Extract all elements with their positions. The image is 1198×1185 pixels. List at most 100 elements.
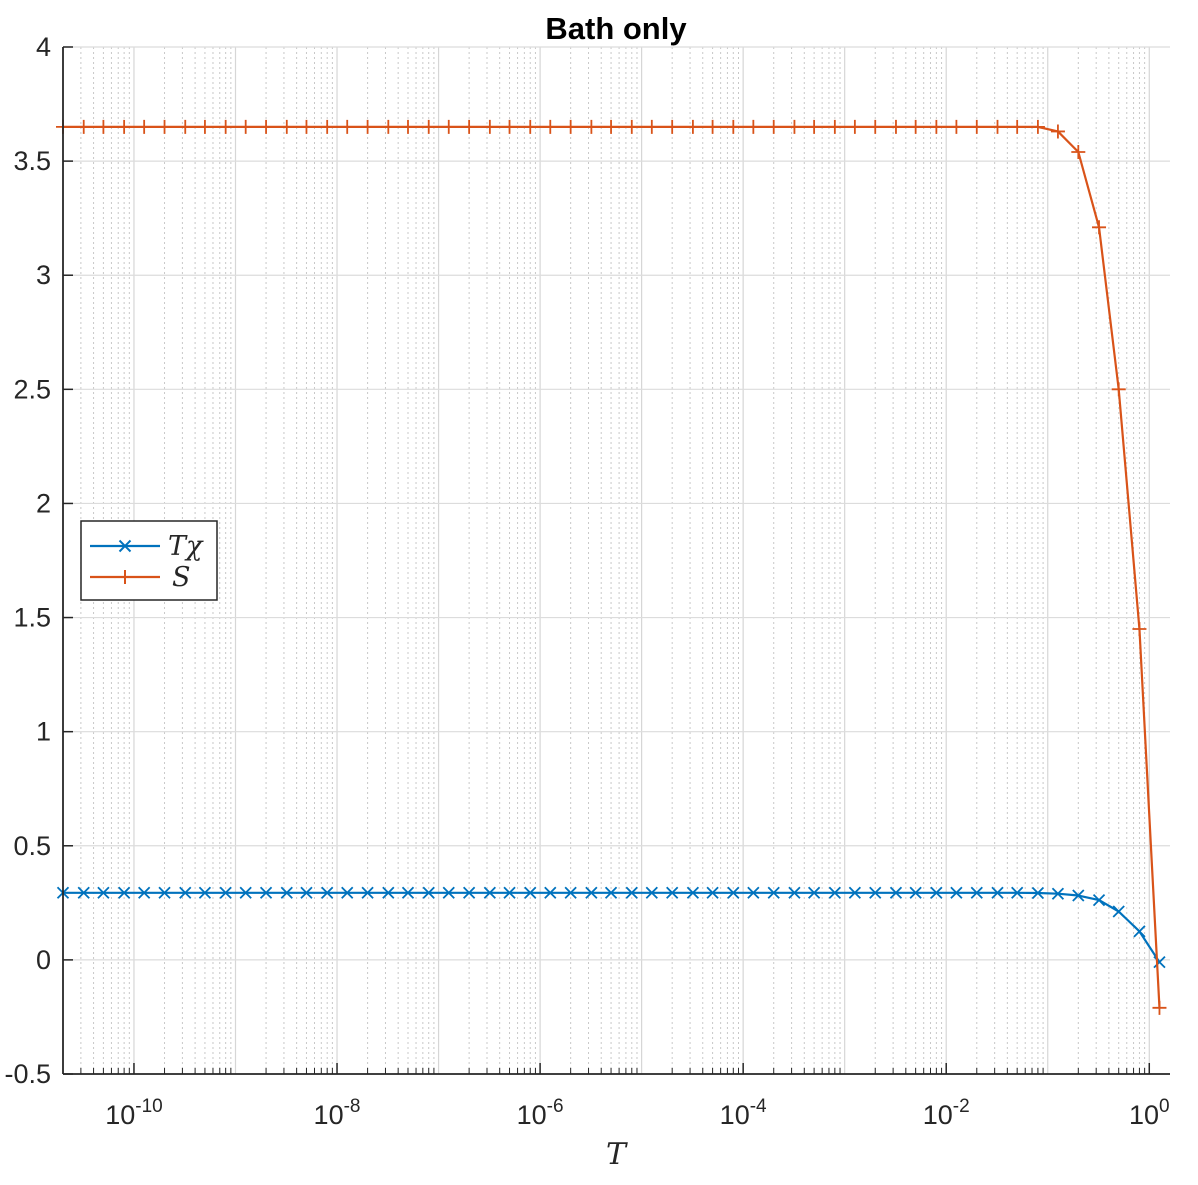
y-tick-label: 3	[36, 260, 51, 290]
data-point-tchi	[991, 886, 1004, 899]
y-tick-label: -0.5	[4, 1059, 51, 1089]
minor-grid	[62, 47, 1146, 1074]
data-point-s	[847, 119, 862, 134]
data-point-s	[400, 119, 415, 134]
legend-label-s: S	[172, 562, 191, 593]
y-tick-label: 2	[36, 488, 51, 518]
data-point-s	[1030, 119, 1045, 134]
data-point-tchi	[361, 886, 374, 899]
chart-title: Bath only	[545, 11, 687, 46]
data-point-tchi	[727, 886, 740, 899]
legend-label-tchi: Tχ	[168, 531, 204, 562]
data-point-tchi	[503, 886, 516, 899]
data-point-s	[482, 119, 497, 134]
data-point-s	[949, 119, 964, 134]
data-point-tchi	[259, 886, 273, 899]
data-point-s	[624, 119, 639, 134]
data-point-tchi	[848, 886, 862, 899]
data-point-s	[320, 119, 335, 134]
data-point-tchi	[321, 886, 334, 899]
data-point-tchi	[524, 886, 537, 899]
data-point-tchi	[544, 886, 557, 899]
data-point-s	[1132, 621, 1147, 636]
data-point-tchi	[401, 886, 415, 899]
data-point-tchi	[442, 886, 455, 899]
data-point-s	[1111, 382, 1126, 397]
axes: -0.5 0 0.5 1 1.5 2 2.5 3 3.5 4 10-10 10-8 10-6 10-4 10…	[4, 32, 1170, 1130]
data-point-tchi	[382, 886, 395, 899]
y-tick-label: 0.5	[13, 831, 51, 861]
data-point-tchi	[909, 886, 922, 899]
data-point-tchi	[828, 886, 841, 899]
data-point-s	[685, 119, 700, 134]
data-point-tchi	[1031, 886, 1045, 900]
data-point-s	[1071, 144, 1086, 159]
data-point-s	[604, 119, 619, 134]
data-point-s	[787, 119, 802, 134]
data-point-tchi	[604, 886, 618, 899]
data-point-s	[929, 119, 944, 134]
data-point-s	[807, 119, 822, 134]
data-point-tchi	[970, 886, 983, 899]
data-point-tchi	[767, 886, 780, 899]
data-point-tchi	[950, 886, 963, 899]
legend-marker-tchi	[118, 539, 132, 553]
y-tick-label: 3.5	[13, 146, 51, 176]
data-point-tchi	[158, 886, 171, 899]
data-point-s	[96, 119, 111, 134]
data-point-tchi	[77, 886, 90, 899]
data-point-tchi	[686, 886, 700, 899]
x-axis-label: T	[606, 1137, 628, 1172]
data-point-s	[990, 119, 1005, 134]
data-point-s	[888, 119, 903, 134]
data-point-tchi	[645, 886, 658, 899]
data-point-s	[969, 119, 984, 134]
data-point-s	[238, 119, 253, 134]
data-point-s	[76, 119, 91, 134]
data-point-s	[279, 119, 294, 134]
data-point-s	[665, 119, 680, 134]
data-point-s	[502, 119, 517, 134]
data-point-tchi	[422, 886, 435, 899]
data-point-s	[1050, 124, 1065, 139]
x-tick-label: 10-4	[720, 1096, 767, 1130]
data-point-tchi	[483, 886, 496, 899]
data-point-s	[1152, 1000, 1167, 1015]
y-tick-label: 4	[36, 32, 51, 62]
data-point-tchi	[280, 886, 293, 899]
data-point-s	[137, 119, 152, 134]
data-point-tchi	[1072, 889, 1085, 902]
data-point-tchi	[585, 886, 598, 899]
data-point-tchi	[564, 886, 577, 899]
data-point-tchi	[1153, 956, 1166, 969]
data-point-tchi	[179, 886, 192, 899]
data-point-s	[381, 119, 396, 134]
legend: Tχ S	[80, 520, 218, 601]
data-point-tchi	[138, 886, 151, 899]
data-point-tchi	[889, 886, 903, 899]
x-tick-label: 10-8	[314, 1096, 361, 1130]
x-tick-label: 10-10	[105, 1096, 163, 1130]
data-point-tchi	[198, 886, 212, 899]
data-point-tchi	[747, 886, 760, 899]
data-point-s	[584, 119, 599, 134]
y-tick-label: 0	[36, 945, 51, 975]
data-point-s	[1010, 119, 1025, 134]
y-tick-label: 2.5	[13, 374, 51, 404]
data-point-s	[868, 119, 883, 134]
data-point-s	[462, 119, 477, 134]
data-point-s	[746, 119, 761, 134]
data-point-tchi	[300, 886, 313, 899]
data-point-tchi	[1112, 905, 1125, 918]
series-layer	[56, 119, 1167, 1015]
data-point-tchi	[117, 886, 131, 899]
data-point-s	[218, 119, 233, 134]
data-point-s	[441, 119, 456, 134]
data-point-tchi	[706, 886, 719, 899]
data-point-tchi	[341, 886, 354, 899]
data-point-tchi	[462, 886, 476, 899]
data-point-s	[340, 119, 355, 134]
y-tick-label: 1.5	[13, 603, 51, 633]
data-point-s	[766, 119, 781, 134]
data-point-tchi	[97, 886, 110, 899]
